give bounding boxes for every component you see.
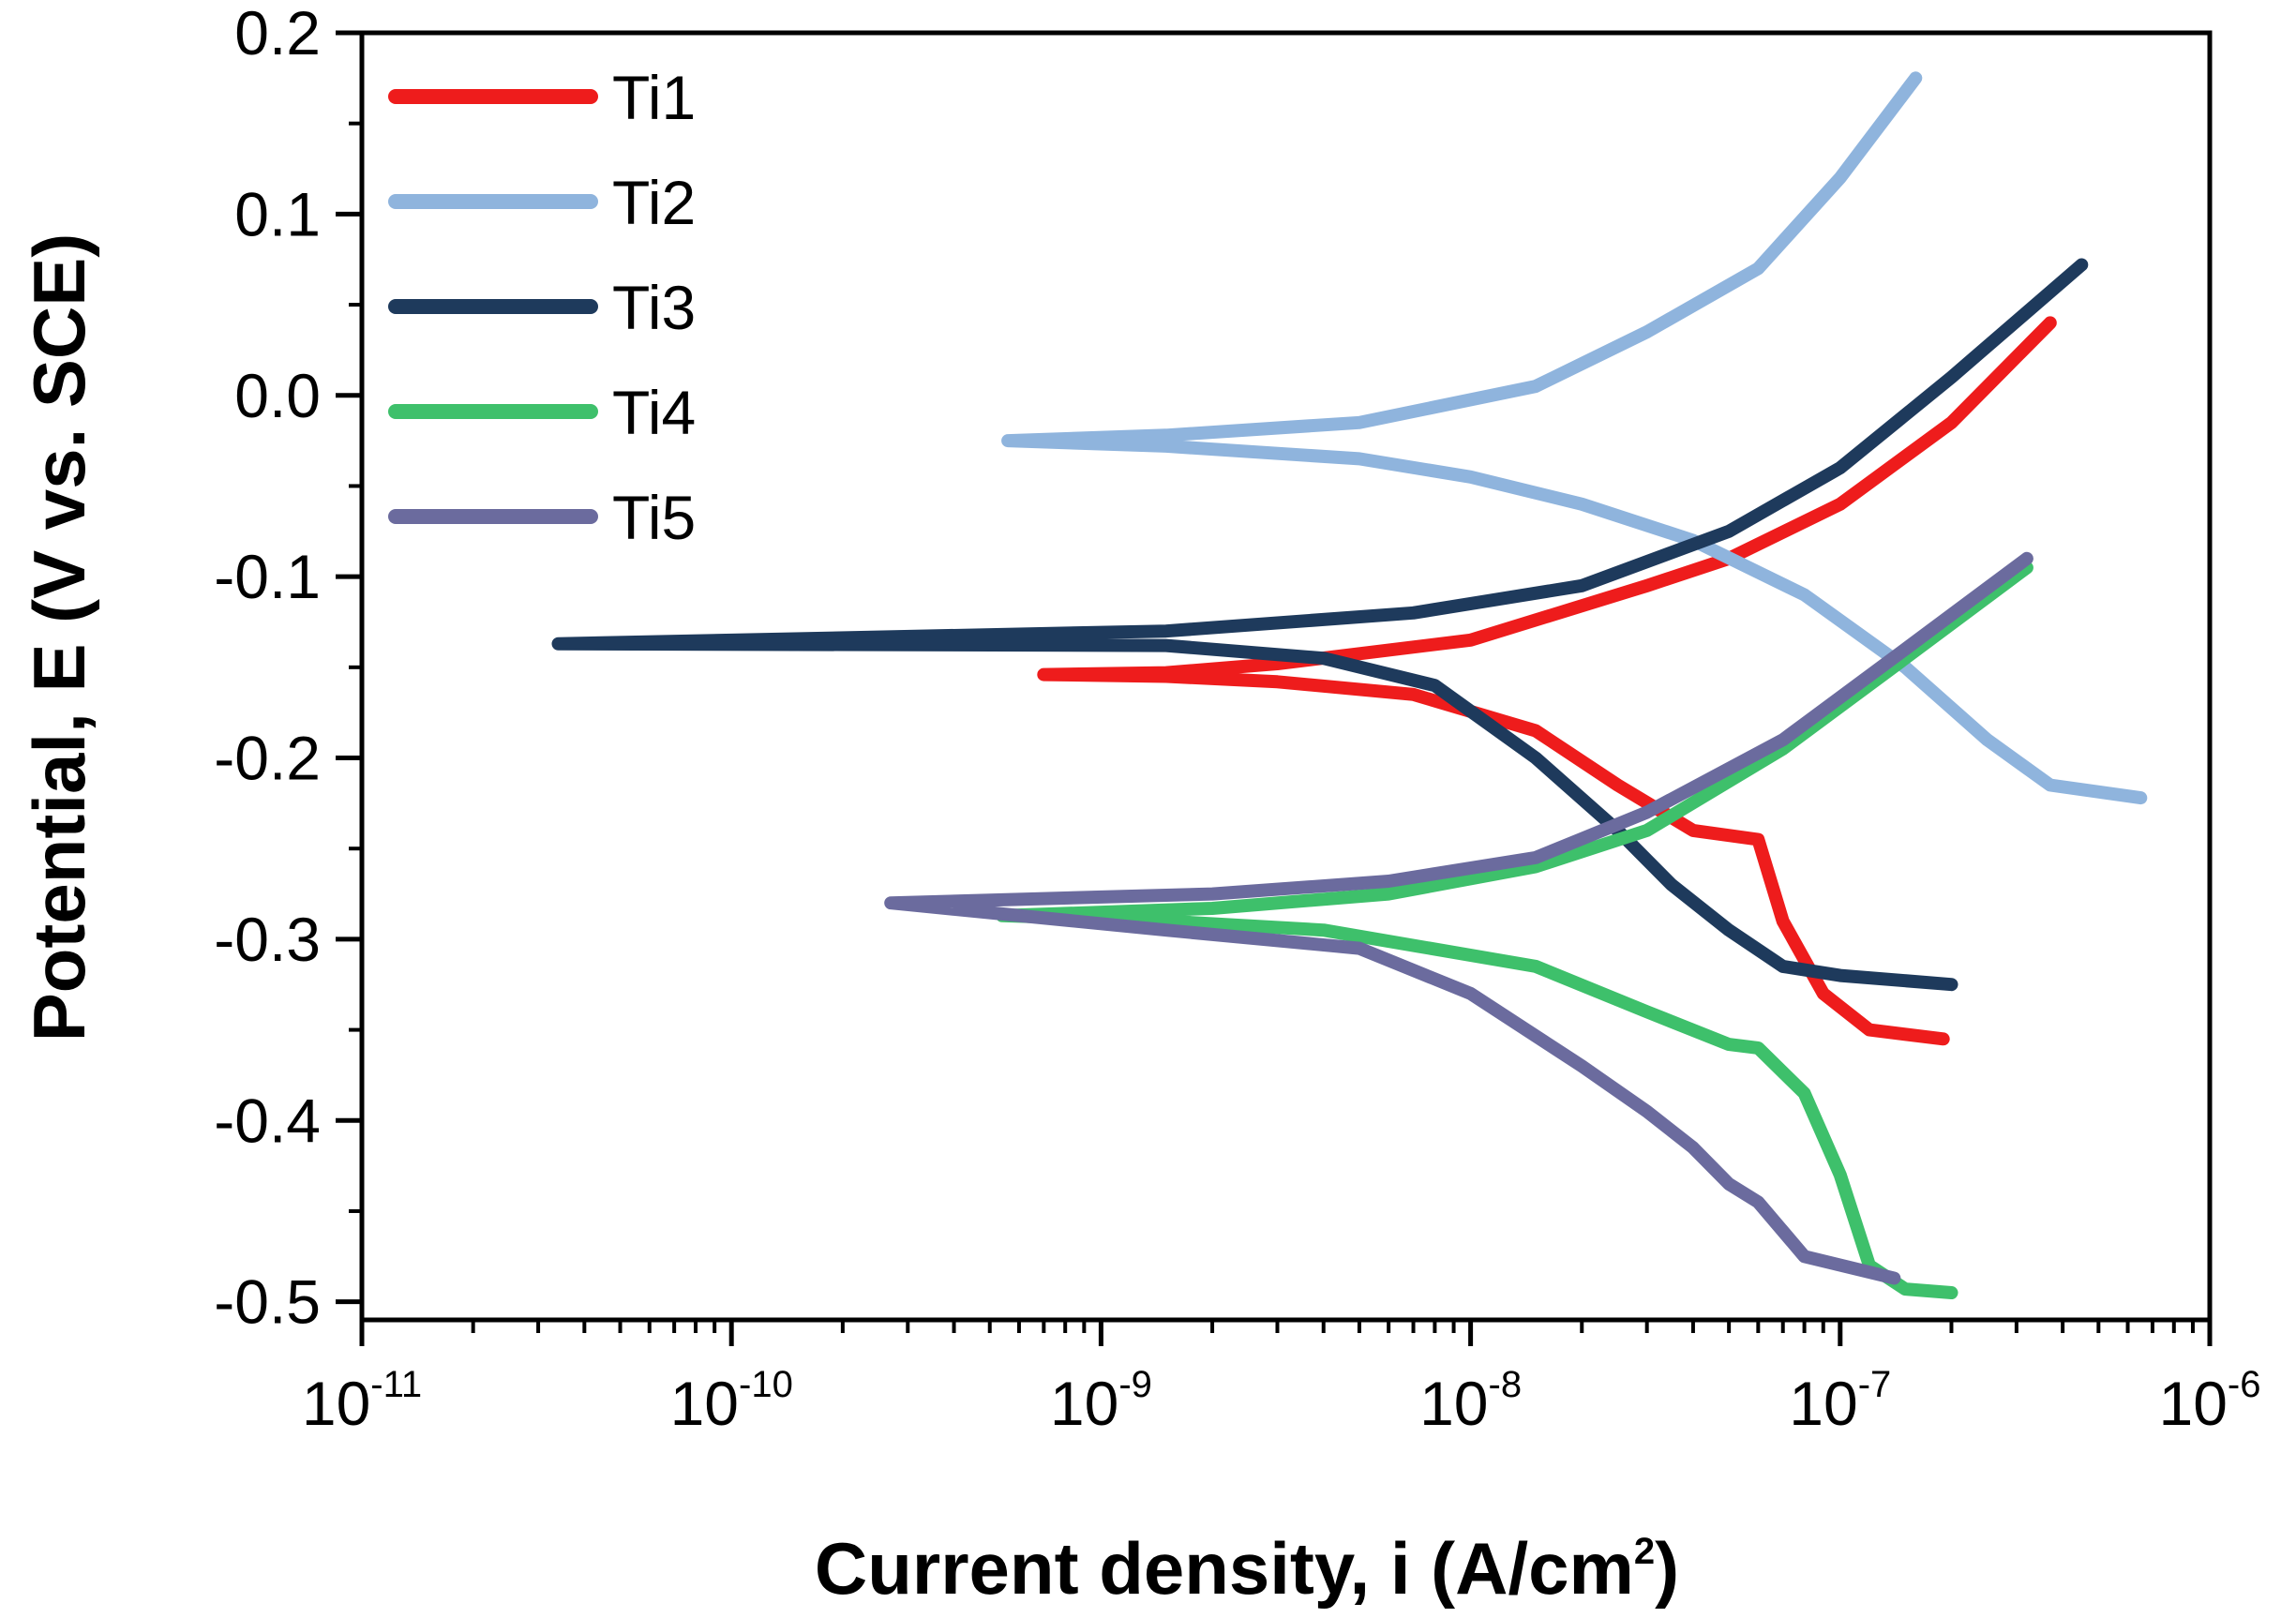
legend-item-ti4: Ti4 <box>388 378 696 447</box>
x-tick-label: 10-7 <box>1789 1364 1891 1438</box>
x-tick-label: 10-8 <box>1419 1364 1522 1438</box>
x-axis: 10-11 10-10 10-9 10-8 10-7 10-6 <box>302 1320 2261 1438</box>
y-tick-label: -0.2 <box>214 724 321 793</box>
y-tick-label: -0.5 <box>214 1267 321 1337</box>
legend: Ti1 Ti2 Ti3 Ti4 Ti5 <box>388 63 696 552</box>
legend-label: Ti4 <box>612 378 696 447</box>
y-tick-label: -0.1 <box>214 542 321 611</box>
x-tick-label: 10-10 <box>670 1364 793 1438</box>
series-line-ti2 <box>1001 71 2148 805</box>
y-tick-label: 0.2 <box>234 0 321 67</box>
series-line-ti1 <box>1037 316 2057 1046</box>
legend-item-ti1: Ti1 <box>388 63 696 132</box>
legend-label: Ti3 <box>612 273 696 342</box>
legend-label: Ti2 <box>612 168 696 237</box>
y-tick-label: -0.4 <box>214 1086 321 1155</box>
y-tick-label: -0.3 <box>214 905 321 974</box>
series-layer <box>551 71 2148 1299</box>
legend-item-ti5: Ti5 <box>388 483 696 552</box>
x-axis-title: Current density, i (A/cm2) <box>815 1527 1679 1610</box>
legend-item-ti3: Ti3 <box>388 273 696 342</box>
y-tick-label: 0.0 <box>234 361 321 430</box>
series-line-ti4 <box>995 561 2033 1299</box>
series-line-ti5 <box>884 551 2033 1285</box>
legend-label: Ti1 <box>612 63 696 132</box>
legend-label: Ti5 <box>612 483 696 552</box>
series-line-ti3 <box>551 258 2089 992</box>
plot-frame <box>359 30 2213 1323</box>
y-axis: 0.2 0.1 0.0 -0.1 -0.2 -0.3 -0.4 -0.5 <box>214 0 362 1337</box>
plot-area <box>359 30 2213 1323</box>
y-axis-title: Potential, E (V vs. SCE) <box>18 233 100 1042</box>
x-tick-label: 10-9 <box>1050 1364 1152 1438</box>
x-tick-label: 10-11 <box>302 1364 422 1438</box>
y-tick-label: 0.1 <box>234 179 321 248</box>
legend-item-ti2: Ti2 <box>388 168 696 237</box>
x-tick-label: 10-6 <box>2159 1364 2261 1438</box>
